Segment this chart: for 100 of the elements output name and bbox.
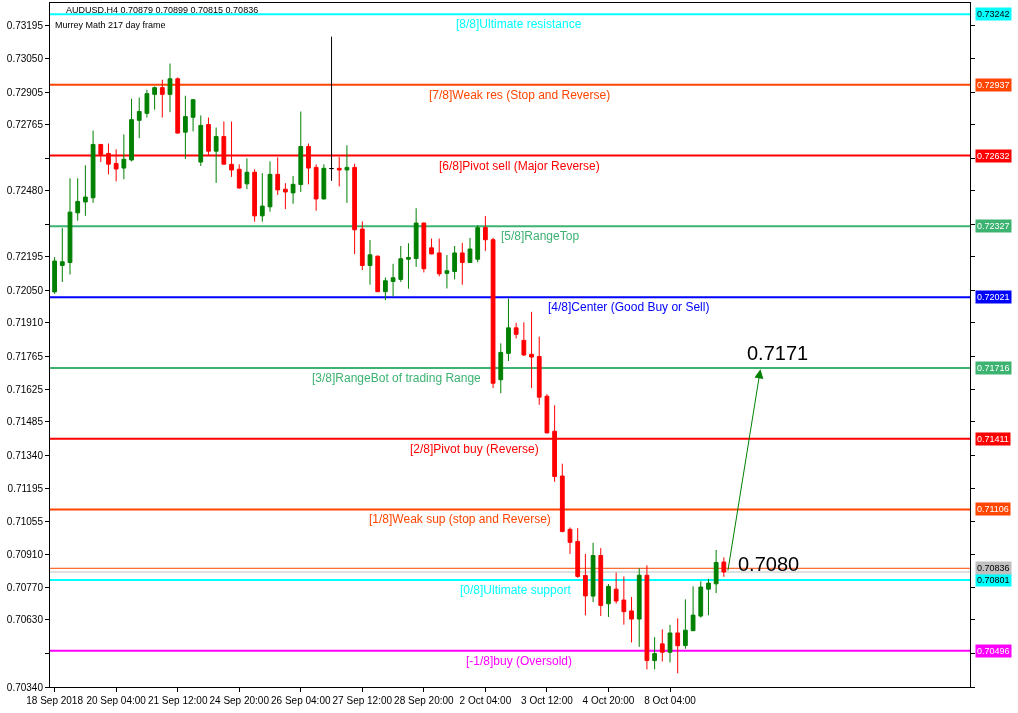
y-tick-label: 0.71910 — [6, 317, 44, 329]
x-tick-label: 18 Sep 2018 — [26, 695, 84, 706]
candlestick — [675, 617, 681, 674]
candlestick — [267, 160, 273, 213]
candlestick — [167, 63, 173, 113]
ref-line-label: 0.71411 — [977, 434, 1009, 444]
candlestick — [698, 580, 704, 619]
y-tick-label: 0.71625 — [6, 383, 44, 395]
x-tick-label: 8 Oct 04:00 — [644, 695, 697, 706]
y-tick-label: 0.70340 — [6, 681, 44, 693]
candlestick — [136, 97, 142, 139]
x-tick-label: 4 Oct 20:00 — [582, 695, 635, 706]
candlestick — [352, 163, 357, 255]
y-tick-label: 0.70910 — [6, 549, 44, 561]
candlestick — [159, 79, 165, 119]
candlestick — [252, 168, 257, 223]
annotation: [1/8]Weak sup (stop and Reverse) — [369, 512, 551, 526]
candlestick — [590, 542, 596, 603]
annotation: [7/8]Weak res (Stop and Reverse) — [429, 88, 611, 102]
x-tick-label: 26 Sep 04:00 — [271, 695, 331, 706]
y-tick-label: 0.72050 — [6, 285, 44, 297]
candlestick — [452, 245, 457, 280]
candlestick — [536, 336, 542, 406]
candlestick — [583, 553, 588, 616]
candlestick — [190, 98, 196, 132]
candlestick — [75, 177, 81, 222]
candlestick — [721, 556, 727, 578]
annotation: [8/8]Ultimate resistance — [456, 17, 582, 31]
candlestick — [652, 636, 657, 670]
candlestick — [67, 177, 73, 276]
candlestick — [59, 227, 65, 283]
candlestick — [575, 527, 581, 579]
candlestick — [175, 76, 181, 135]
x-tick-label: 20 Sep 04:00 — [86, 695, 147, 706]
candlestick — [321, 163, 327, 200]
candlestick — [506, 298, 511, 362]
candlestick — [121, 133, 127, 180]
text: Murrey Math 217 day frame — [55, 20, 166, 30]
candlestick — [483, 215, 488, 252]
ref-line-label: 0.72937 — [977, 80, 1010, 90]
candlestick — [498, 342, 504, 394]
candlestick — [152, 85, 157, 111]
candlestick — [629, 596, 634, 643]
candlestick — [644, 564, 650, 670]
candlestick — [683, 598, 688, 650]
candlestick — [375, 255, 381, 293]
candlestick — [513, 322, 519, 340]
ref-line-label: 0.70496 — [977, 646, 1010, 656]
y-tick-label: 0.72905 — [6, 86, 44, 98]
annotation: 0.7171 — [747, 342, 809, 364]
candlestick — [444, 254, 450, 289]
annotation: [2/8]Pivot buy (Reverse) — [410, 442, 539, 456]
candlestick — [213, 127, 219, 184]
ref-line-label: 0.71106 — [977, 504, 1009, 514]
candlestick — [367, 239, 373, 286]
candlestick — [344, 144, 350, 204]
ref-line-label: 0.70801 — [977, 575, 1010, 585]
y-tick-label: 0.71765 — [6, 351, 44, 363]
candlestick — [475, 224, 481, 263]
candlestick — [413, 207, 419, 268]
annotation: [-1/8]buy (Oversold) — [466, 654, 573, 668]
candlestick — [144, 89, 150, 119]
candlestick — [544, 393, 550, 434]
candlestick — [359, 220, 365, 271]
candlestick — [83, 164, 88, 217]
ref-line-label: 0.72327 — [977, 221, 1010, 231]
candlestick — [421, 222, 427, 273]
y-tick-label: 0.72480 — [6, 185, 44, 197]
y-tick-label: 0.71485 — [6, 416, 44, 428]
candlestick — [290, 175, 296, 205]
candlestick — [259, 172, 265, 223]
candlestick — [713, 549, 719, 594]
annotation: [0/8]Ultimate support — [460, 583, 572, 597]
ref-line-label: 0.72021 — [977, 292, 1010, 302]
ref-line-label: 0.70836 — [977, 563, 1010, 573]
candlestick — [706, 578, 711, 616]
candlestick — [183, 95, 188, 160]
candlestick — [429, 238, 434, 255]
candlestick — [529, 311, 534, 389]
ref-line-label: 0.73242 — [977, 9, 1010, 19]
ref-line-label: 0.71716 — [977, 363, 1010, 373]
candlestick — [52, 256, 57, 295]
x-tick-label: 28 Sep 20:00 — [394, 695, 455, 706]
x-tick-label: 2 Oct 04:00 — [459, 695, 512, 706]
candlestick — [298, 111, 304, 193]
candlestick — [659, 628, 665, 662]
y-tick-label: 0.72195 — [6, 251, 44, 263]
candlestick — [636, 567, 642, 648]
y-tick-label: 0.71195 — [7, 483, 44, 495]
annotation: [3/8]RangeBot of trading Range — [312, 371, 482, 385]
candlestick — [283, 182, 288, 210]
candlestick — [236, 163, 242, 189]
x-tick-label: 24 Sep 20:00 — [209, 695, 270, 706]
candlestick — [567, 526, 573, 555]
chart-title: AUDUSD.H4 0.70879 0.70899 0.70815 0.70836 — [66, 5, 259, 15]
candlestick — [559, 463, 565, 533]
annotation: [5/8]RangeTop — [501, 229, 580, 243]
x-tick-label: 27 Sep 12:00 — [332, 695, 393, 706]
ref-line-label: 0.72632 — [977, 151, 1010, 161]
candlestick — [467, 237, 473, 264]
